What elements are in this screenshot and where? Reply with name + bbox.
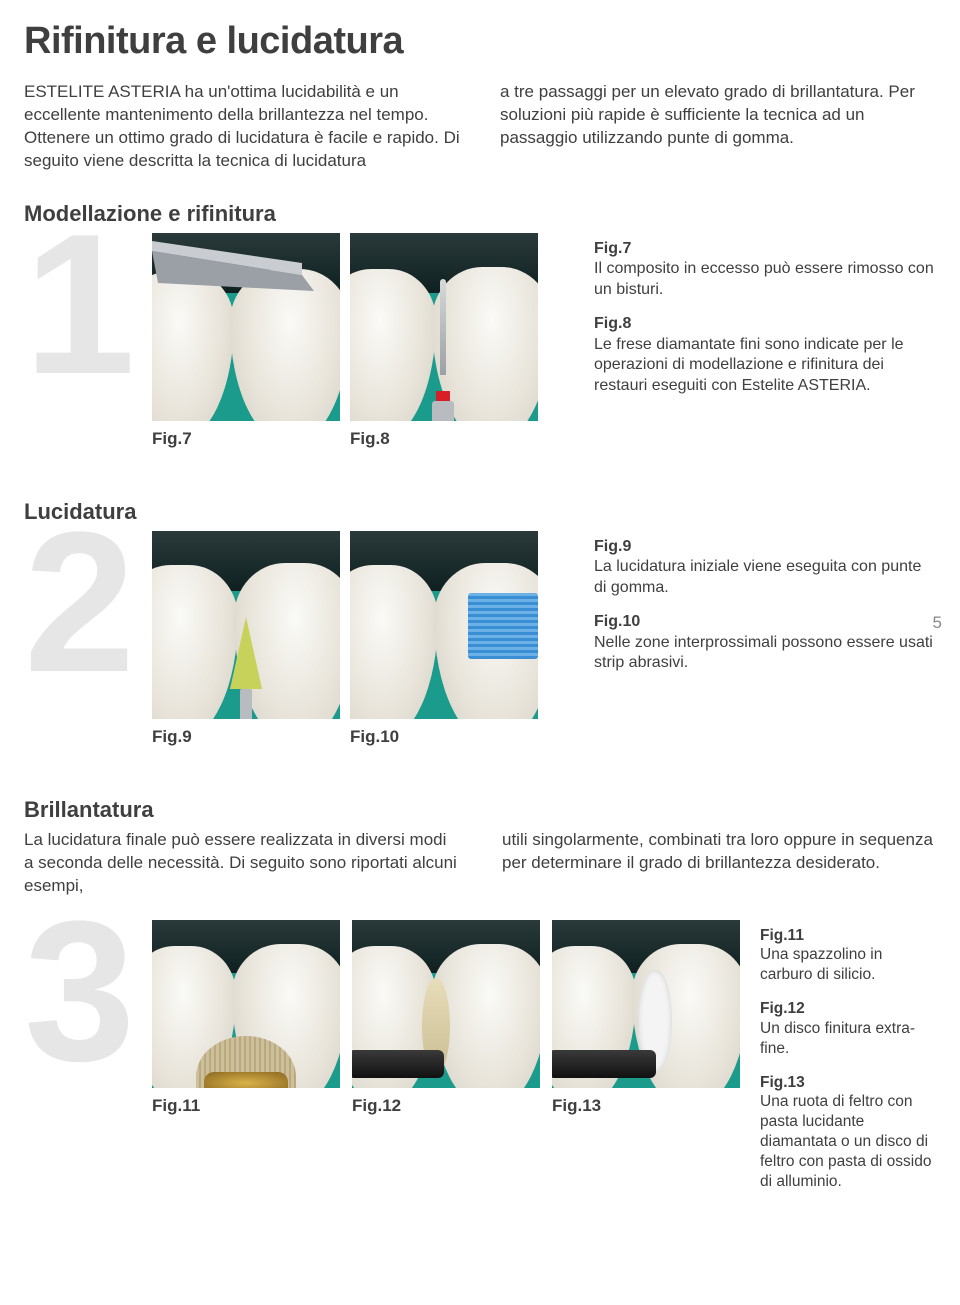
step-1-number: 1 (24, 225, 152, 385)
intro-right: a tre passaggi per un elevato grado di b… (500, 81, 936, 173)
fig10-desc-text: Nelle zone interprossimali possono esser… (594, 634, 933, 671)
figure-11-image (152, 920, 340, 1088)
fig8-desc-label: Fig.8 (594, 314, 936, 334)
figure-8-image (350, 233, 538, 421)
page-title: Rifinitura e lucidatura (24, 20, 936, 63)
intro-columns: ESTELITE ASTERIA ha un'ottima lucidabili… (24, 81, 936, 173)
figure-7-caption: Fig.7 (152, 429, 340, 449)
fig7-desc-text: Il composito in eccesso può essere rimos… (594, 260, 934, 297)
intro-left: ESTELITE ASTERIA ha un'ottima lucidabili… (24, 81, 460, 173)
fig12-desc-text: Un disco finitura extra-fine. (760, 1020, 915, 1057)
fig9-desc-label: Fig.9 (594, 537, 936, 557)
fig11-desc-text: Una spazzolino in carburo di silicio. (760, 946, 882, 983)
fig10-desc-label: Fig.10 (594, 612, 936, 632)
step-1: 1 Fig.7 (24, 233, 936, 449)
brilliance-intro-right: utili singolarmente, combinati tra loro … (502, 829, 936, 898)
section-2-title: Lucidatura (24, 499, 936, 525)
brilliance-intro: La lucidatura finale può essere realizza… (24, 829, 936, 898)
figure-12-image (352, 920, 540, 1088)
figure-10-caption: Fig.10 (350, 727, 538, 747)
fig9-desc-text: La lucidatura iniziale viene eseguita co… (594, 558, 921, 595)
section-1-title: Modellazione e rifinitura (24, 201, 936, 227)
figure-9-image (152, 531, 340, 719)
figure-7-image (152, 233, 340, 421)
figure-10-image (350, 531, 538, 719)
figure-8-caption: Fig.8 (350, 429, 538, 449)
step-3-number: 3 (24, 912, 152, 1072)
figure-13-image (552, 920, 740, 1088)
fig8-desc-text: Le frese diamantate fini sono indicate p… (594, 336, 904, 394)
figure-13-caption: Fig.13 (552, 1096, 740, 1116)
fig13-desc-text: Una ruota di feltro con pasta lucidante … (760, 1093, 931, 1189)
step-2: 2 Fig.9 Fig.10 (24, 531, 936, 747)
figure-9-caption: Fig.9 (152, 727, 340, 747)
figure-11-caption: Fig.11 (152, 1096, 340, 1116)
fig12-desc-label: Fig.12 (760, 999, 936, 1019)
fig11-desc-label: Fig.11 (760, 926, 936, 946)
section-3-title: Brillantatura (24, 797, 936, 823)
step-2-number: 2 (24, 523, 152, 683)
fig13-desc-label: Fig.13 (760, 1073, 936, 1093)
fig7-desc-label: Fig.7 (594, 239, 936, 259)
figure-12-caption: Fig.12 (352, 1096, 540, 1116)
step-3: 3 Fig.11 Fig.12 (24, 920, 936, 1206)
